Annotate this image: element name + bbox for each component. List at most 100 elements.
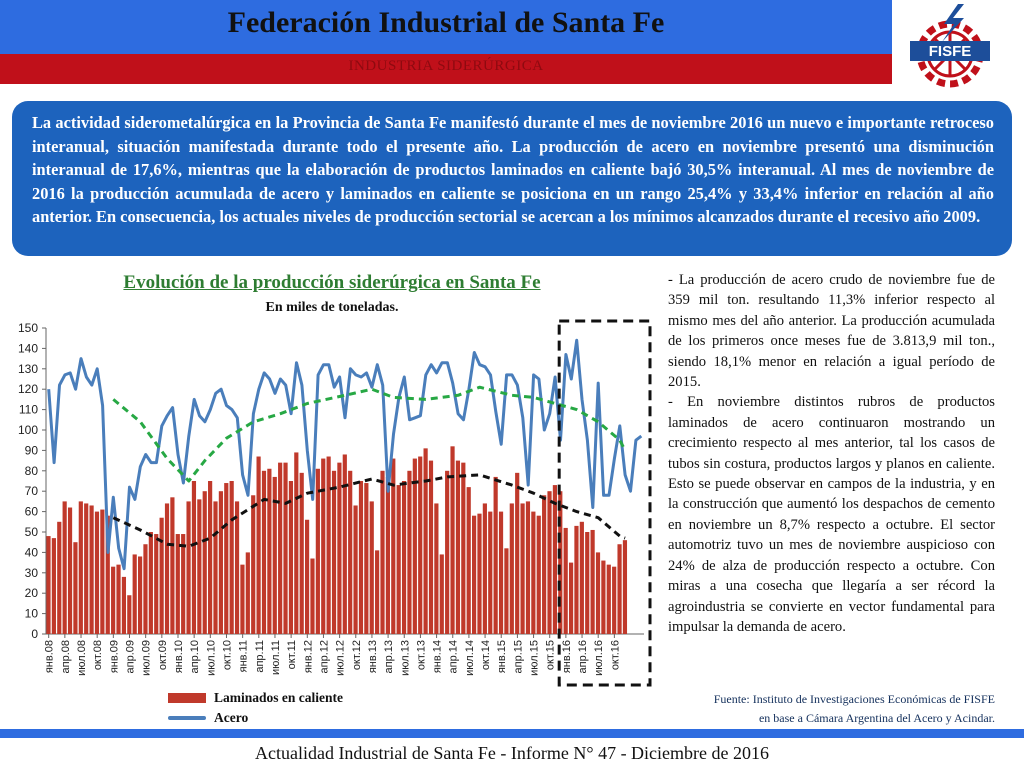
bar-laminados <box>450 446 455 634</box>
bar-laminados <box>245 552 250 634</box>
bar-laminados <box>579 521 584 634</box>
bar-laminados <box>563 527 568 634</box>
bar-laminados <box>455 460 461 634</box>
bar-laminados <box>315 468 320 634</box>
bar-laminados <box>337 462 342 634</box>
bar-laminados <box>89 505 94 634</box>
bar-laminados <box>407 470 412 634</box>
bar-laminados <box>67 507 73 634</box>
highlight-2016-box <box>557 319 652 687</box>
y-tick-label: 70 <box>25 484 39 498</box>
header-subbar <box>0 54 892 84</box>
bar-laminados <box>439 554 444 634</box>
bar-laminados <box>552 485 558 634</box>
bar-laminados <box>525 501 531 634</box>
y-tick-label: 0 <box>31 627 38 641</box>
x-tick-label: окт.12 <box>351 640 363 670</box>
logo-text: FISFE <box>929 43 972 60</box>
bar-laminados <box>105 515 110 634</box>
bar-laminados <box>461 462 466 634</box>
y-tick-label: 50 <box>25 525 39 539</box>
legend-label-acero: Acero <box>214 710 249 725</box>
bar-laminados <box>240 564 245 634</box>
bar-laminados <box>294 452 299 634</box>
bar-laminados <box>154 534 159 634</box>
side-paragraph: - La producción de acero crudo de noviem… <box>668 272 995 391</box>
chart-legend: Laminados en caliente Acero <box>168 688 343 728</box>
y-tick-label: 130 <box>18 362 38 376</box>
bar-laminados <box>606 564 611 634</box>
x-tick-label: июл.10 <box>205 640 217 676</box>
bar-laminados <box>170 497 175 634</box>
x-tick-label: июл.12 <box>335 640 347 676</box>
x-tick-label: окт.13 <box>415 640 427 670</box>
bar-laminados <box>509 503 514 634</box>
page-title: Federación Industrial de Santa Fe <box>227 6 665 39</box>
fisfe-logo: FISFE <box>910 4 990 88</box>
x-tick-label: окт.16 <box>609 640 621 670</box>
y-tick-label: 30 <box>25 566 39 580</box>
header-bar <box>0 0 892 54</box>
bar-laminados <box>568 562 574 634</box>
x-tick-label: янв.12 <box>302 640 314 673</box>
y-tick-label: 150 <box>18 321 38 335</box>
bar-laminados <box>601 560 606 634</box>
bar-laminados <box>482 503 487 634</box>
x-tick-label: янв.16 <box>561 640 573 673</box>
bar-laminados <box>127 595 132 634</box>
bar-laminados <box>283 462 288 634</box>
bar-laminados <box>202 491 207 634</box>
x-tick-label: янв.15 <box>496 640 508 673</box>
bar-laminados <box>164 503 170 634</box>
bar-laminados <box>256 456 261 634</box>
bar-laminados <box>531 511 536 634</box>
production-chart: 0 10 20 30 40 50 60 70 80 90 100 110 120 130 140 150 янв… <box>18 319 652 687</box>
x-tick-label: апр.14 <box>448 640 460 673</box>
x-tick-label: апр.13 <box>383 640 395 673</box>
bar-laminados <box>401 481 407 634</box>
bar-laminados <box>326 456 331 634</box>
legend-item-laminados: Laminados en caliente <box>168 688 343 708</box>
bar-laminados <box>590 529 595 634</box>
y-tick-label: 20 <box>25 586 39 600</box>
bar-laminados <box>353 505 358 634</box>
bar-laminados <box>84 503 89 634</box>
bar-laminados <box>137 556 143 634</box>
bar-laminados <box>321 458 326 634</box>
bar-laminados <box>547 491 552 634</box>
bar-laminados <box>536 515 541 634</box>
bar-laminados <box>380 470 385 634</box>
bar-laminados <box>46 536 51 634</box>
bar-laminados <box>208 481 213 634</box>
y-tick-label: 110 <box>19 403 38 417</box>
bar-laminados <box>116 564 121 634</box>
bar-laminados <box>504 548 509 634</box>
x-tick-label: апр.10 <box>189 640 201 673</box>
trend-acero <box>112 385 627 483</box>
x-tick-label: апр.15 <box>512 640 524 673</box>
x-tick-label: янв.14 <box>432 640 444 673</box>
bar-laminados <box>159 517 164 634</box>
bar-laminados <box>148 532 153 634</box>
x-tick-label: янв.09 <box>108 640 120 673</box>
bar-laminados <box>488 511 493 634</box>
bar-laminados <box>224 483 229 634</box>
bar-laminados <box>493 476 498 634</box>
bar-laminados <box>62 501 67 634</box>
source-line: Fuente: Instituto de Investigaciones Eco… <box>713 692 995 706</box>
x-tick-label: янв.13 <box>367 640 379 673</box>
bar-laminados <box>423 448 428 634</box>
x-tick-label: окт.09 <box>157 640 169 670</box>
x-tick-label: апр.16 <box>577 640 589 673</box>
bar-laminados <box>94 511 100 634</box>
bar-laminados <box>472 515 477 634</box>
bar-laminados <box>520 503 525 634</box>
bar-laminados <box>299 472 304 634</box>
bar-laminados <box>445 470 450 634</box>
bar-laminados <box>197 499 202 634</box>
footer-bar <box>0 729 1024 738</box>
bar-laminados <box>181 534 186 634</box>
bar-laminados <box>218 491 223 634</box>
bar-laminados <box>348 470 353 634</box>
side-commentary: - La producción de acero crudo de noviem… <box>668 270 995 637</box>
